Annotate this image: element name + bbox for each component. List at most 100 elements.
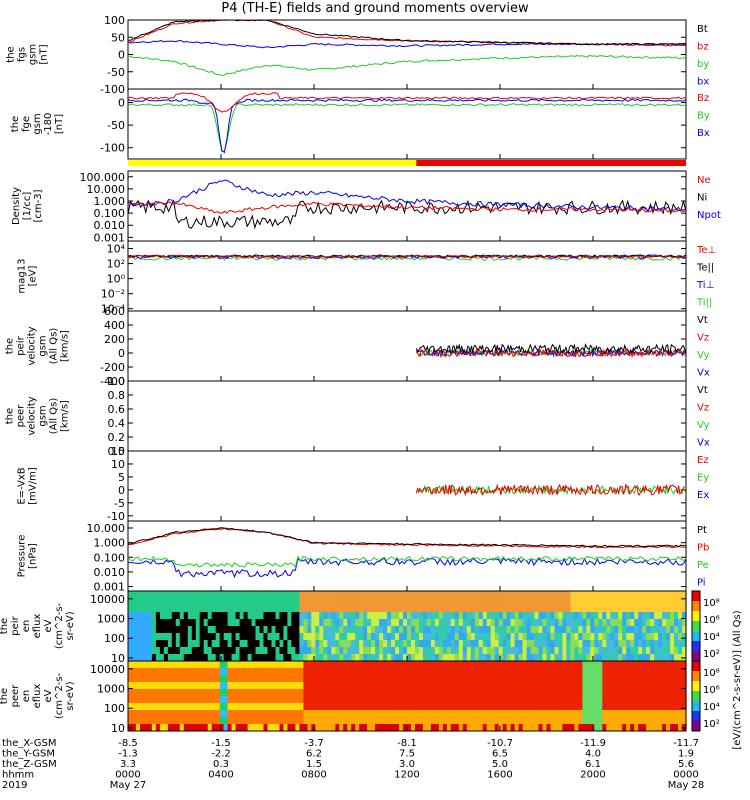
spectrogram-cell [227,661,233,669]
spectrogram-cell [658,689,663,697]
spectrogram-cell [602,633,607,641]
spectrogram-cell [367,647,372,655]
spectrogram-cell [646,612,651,620]
spectrogram-cell [674,647,679,655]
spectrogram-cell [287,675,292,683]
spectrogram-cell [259,703,265,711]
series-Pt [128,527,687,548]
spectrogram-cell [275,612,281,620]
spectrogram-cell [598,710,603,718]
spectrogram-cell [163,668,169,676]
spectrogram-cell [251,689,257,697]
spectrogram-cell [140,654,145,662]
spectrogram-cell [207,696,213,704]
spectrogram-cell [554,598,560,606]
spectrogram-cell [163,591,169,599]
spectrogram-cell [195,612,201,620]
spectrogram-cell [526,724,532,732]
spectrogram-cell [534,633,540,641]
spectrogram-cell [438,696,444,704]
spectrogram-cell [426,696,432,704]
spectrogram-cell [375,668,380,676]
spectrogram-cell [235,654,241,662]
spectrogram-cell [518,598,524,606]
spectrogram-cell [351,640,356,648]
spectrogram-cell [303,717,308,725]
spectrogram-cell [602,668,607,676]
spectrogram-cell [538,703,544,711]
spectrogram-cell [347,668,352,676]
spectrogram-cell [339,724,344,732]
spectrogram-cell [163,703,169,711]
spectrogram-cell [331,633,336,641]
spectrogram-cell [387,675,392,683]
spectrogram-cell [674,612,679,620]
spectrogram-cell [438,598,444,606]
spectrogram-cell [570,612,575,620]
spectrogram-cell [458,605,464,613]
spectrogram-cell [275,724,281,732]
spectrogram-cell [606,612,611,620]
spectrogram-cell [470,682,476,690]
spectrogram-cell [498,710,504,718]
spectrogram-cell [363,647,368,655]
spectrogram-cell [375,710,380,718]
spectrogram-cell [630,619,635,627]
spectrogram-cell [215,703,221,711]
spectrogram-cell [295,647,300,655]
spectrogram-cell [562,626,567,634]
spectrogram-cell [211,598,217,606]
spectrogram-cell [387,633,392,641]
spectrogram-cell [331,612,336,620]
spectrogram-cell [239,647,245,655]
spectrogram-cell [363,668,368,676]
spectrogram-cell [171,612,177,620]
spectrogram-cell [140,724,145,732]
spectrogram-cell [175,724,181,732]
spectrogram-cell [598,689,603,697]
spectrogram-cell [315,696,320,704]
spectrogram-cell [140,598,145,606]
spectrogram-cell [538,696,544,704]
spectrogram-cell [247,661,253,669]
spectrogram-cell [219,605,225,613]
x-row-value: -1.3 [118,749,138,760]
spectrogram-cell [490,717,496,725]
spectrogram-cell [319,626,324,634]
spectrogram-cell [395,647,400,655]
spectrogram-cell [458,591,464,599]
spectrogram-cell [155,626,161,634]
spectrogram-cell [343,612,348,620]
spectrogram-cell [642,612,647,620]
spectrogram-cell [175,696,181,704]
spectrogram-cell [446,640,452,648]
spectrogram-cell [331,696,336,704]
spectrogram-cell [183,647,189,655]
spectrogram-cell [255,717,261,725]
spectrogram-cell [227,675,233,683]
spectrogram-cell [622,598,627,606]
x-row-value: -3.7 [304,738,324,749]
spectrogram-cell [522,689,528,697]
spectrogram-cell [271,619,277,627]
spectrogram-cell [558,633,564,641]
spectrogram-cell [215,668,221,676]
spectrogram-cell [422,591,428,599]
spectrogram-cell [263,654,269,662]
spectrogram-cell [183,717,189,725]
spectrogram-cell [339,703,344,711]
spectrogram-cell [606,591,611,599]
spectrogram-cell [570,724,575,732]
spectrogram-cell [438,640,444,648]
spectrogram-cell [474,591,480,599]
spectrogram-cell [311,689,316,697]
spectrogram-cell [171,640,177,648]
spectrogram-cell [179,696,185,704]
spectrogram-cell [578,591,583,599]
spectrogram-cell [367,668,372,676]
spectrogram-cell [211,661,217,669]
spectrogram-cell [558,661,564,669]
spectrogram-cell [662,626,667,634]
spectrogram-cell [311,668,316,676]
spectrogram-cell [147,682,153,690]
